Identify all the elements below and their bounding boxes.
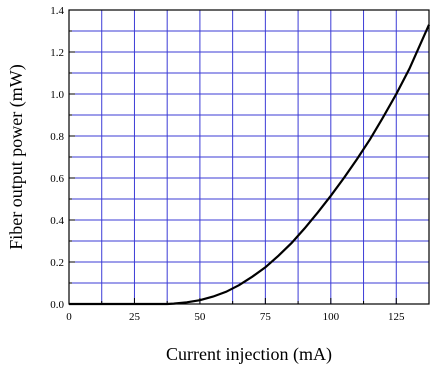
y-axis-label: Fiber output power (mW)	[6, 64, 27, 249]
y-tick-label: 1.4	[50, 5, 64, 17]
y-tick-label: 0.2	[50, 257, 64, 269]
x-tick-label: 100	[323, 311, 340, 323]
y-tick-label: 0.6	[50, 173, 64, 185]
x-tick-label: 75	[260, 311, 272, 323]
y-tick-label: 0.0	[50, 299, 64, 311]
y-tick-label: 1.0	[50, 89, 64, 101]
x-tick-label: 0	[66, 311, 72, 323]
grid	[69, 10, 429, 304]
y-axis: 0.0 0.2 0.4 0.6 0.8 1.0 1.2 1.4	[50, 5, 75, 311]
y-tick-label: 0.4	[50, 215, 64, 227]
x-tick-label: 125	[388, 311, 405, 323]
x-tick-label: 50	[194, 311, 206, 323]
x-axis-label: Current injection (mA)	[166, 344, 332, 365]
y-tick-label: 1.2	[50, 47, 64, 59]
y-tick-label: 0.8	[50, 131, 64, 143]
x-axis: 0 25 50 75 100 125	[66, 298, 430, 323]
x-tick-label: 25	[129, 311, 141, 323]
series-line	[69, 24, 430, 306]
